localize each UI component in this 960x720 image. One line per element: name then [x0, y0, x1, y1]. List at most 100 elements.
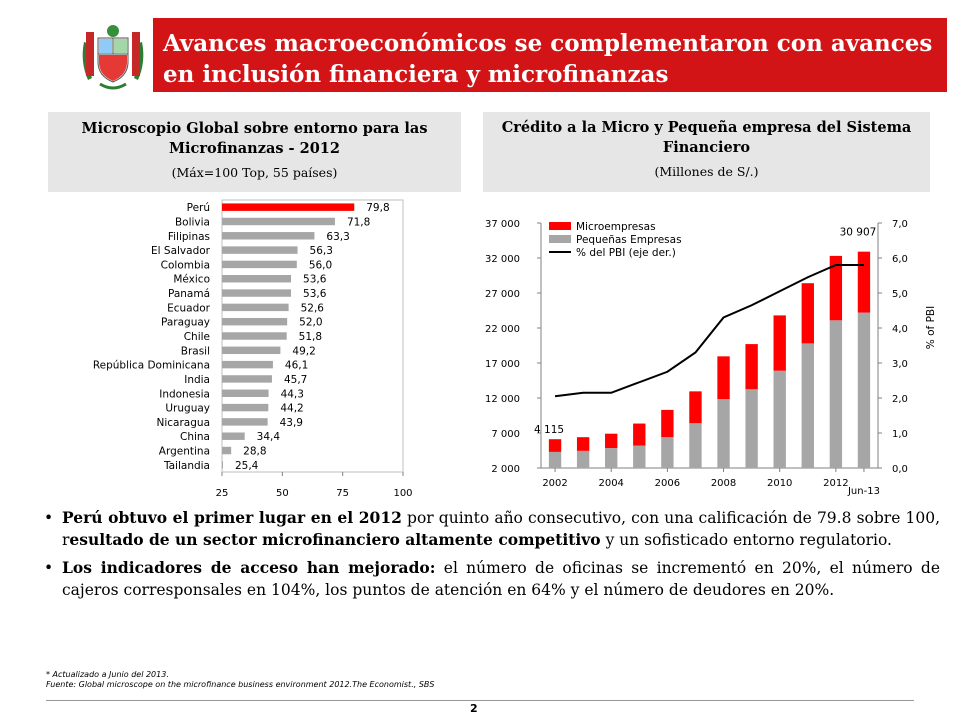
credit-panel-title: Crédito a la Micro y Pequeña empresa del…	[501, 119, 912, 156]
bullet-item-first-place: • Perú obtuvo el primer lugar en el 2012…	[44, 507, 940, 551]
y2-tick-label: 4,0	[892, 324, 908, 335]
microscope-ranking-chart: Perú 79,8 Bolivia 71,8 Filipinas 63,3 El Salva…	[93, 199, 413, 499]
microscope-panel-title: Microscopio Global sobre entorno para la…	[81, 120, 428, 157]
category-label: India	[184, 374, 210, 386]
note-updated: * Actualizado a Junio del 2013.	[46, 670, 169, 679]
bar-micro-4	[661, 409, 674, 438]
bar-small-2	[605, 448, 618, 468]
value-label: 79,8	[366, 202, 389, 214]
y-tick-label: 2 000	[491, 464, 520, 475]
value-label: 56,0	[309, 259, 332, 271]
value-label: 53,6	[303, 274, 327, 286]
y-tick-label: 7 000	[491, 429, 520, 440]
bar-micro-1	[576, 437, 590, 451]
bar-0	[222, 203, 355, 211]
x-tick-label: 100	[393, 488, 412, 499]
x-tick-label: 25	[216, 488, 229, 499]
bullet-dot: •	[44, 559, 54, 577]
source-notes: * Actualizado a Junio del 2013. Fuente: …	[46, 670, 434, 690]
bar-17	[222, 446, 232, 455]
bar-small-3	[633, 445, 646, 468]
mse-credit-chart: 2 000 7 000 12 000 17 000 22 000 27 000 32 000…	[485, 219, 937, 497]
bar-small-5	[689, 423, 702, 468]
bar-small-6	[717, 399, 730, 468]
y-tick-label: 32 000	[485, 254, 520, 265]
x-tick-label: 2012	[823, 478, 848, 489]
legend-swatch	[549, 222, 571, 230]
y2-tick-label: 6,0	[892, 254, 908, 265]
bar-micro-2	[605, 433, 618, 449]
bar-small-4	[661, 437, 674, 468]
bar-micro-0	[548, 439, 562, 452]
x-tick-label: 2004	[598, 478, 623, 489]
value-label: 52,0	[299, 317, 322, 329]
value-label: 71,8	[347, 216, 370, 228]
bar-13	[222, 389, 269, 397]
note-source: Fuente: Global microscope on the microfi…	[46, 680, 435, 689]
value-label: 53,6	[303, 288, 327, 300]
bar-micro-10	[829, 255, 843, 321]
category-label: Colombia	[161, 259, 210, 271]
bar-1	[222, 217, 335, 226]
y-tick-label: 12 000	[485, 394, 520, 405]
bar-small-11	[857, 312, 871, 468]
credit-panel-header: Crédito a la Micro y Pequeña empresa del…	[483, 112, 930, 192]
bar-14	[222, 403, 269, 412]
x-tick-label: 2010	[767, 478, 792, 489]
value-label: 51,8	[299, 331, 322, 343]
category-label: Nicaragua	[157, 417, 210, 429]
value-label: 45,7	[284, 374, 307, 386]
bullet-bold-text: Perú obtuvo el primer lugar en el 2012	[62, 508, 402, 527]
value-label: 56,3	[310, 245, 333, 257]
category-label: El Salvador	[151, 245, 211, 257]
y-tick-label: 22 000	[485, 324, 520, 335]
page-number: 2	[470, 702, 478, 715]
gdp-share-line	[554, 264, 864, 398]
category-label: China	[180, 431, 210, 443]
bar-11	[222, 360, 273, 369]
category-label: Argentina	[159, 446, 210, 458]
category-label: Bolivia	[175, 216, 210, 228]
x-tick-label: Jun-13	[847, 486, 880, 497]
x-tick-label: 2006	[655, 478, 680, 489]
category-label: Tailandia	[163, 460, 210, 472]
category-label: Indonesia	[159, 388, 210, 400]
bullet-text: y un sofisticado entorno regulatorio.	[600, 531, 892, 549]
category-label: Brasil	[181, 345, 210, 357]
x-tick-label: 2002	[542, 478, 567, 489]
bar-small-7	[745, 389, 758, 468]
bar-2	[222, 232, 315, 240]
y2-tick-label: 3,0	[892, 359, 908, 370]
bullet-text: el número de oficinas se incrementó en 2…	[62, 559, 940, 599]
bar-micro-8	[773, 315, 786, 371]
coat-of-arms-logo	[78, 22, 148, 94]
value-label: 63,3	[326, 231, 349, 243]
bar-small-9	[801, 343, 814, 468]
y-tick-label: 17 000	[485, 359, 520, 370]
y2-tick-label: 2,0	[892, 394, 908, 405]
x-tick-label: 75	[336, 488, 349, 499]
value-label: 43,9	[280, 417, 303, 429]
x-tick-label: 2008	[711, 478, 736, 489]
bullet-bold-text: esultado de un sector microfinanciero al…	[69, 530, 601, 549]
slide-title: Avances macroeconómicos se complementaro…	[163, 30, 933, 88]
value-label: 28,8	[243, 446, 266, 458]
value-label: 44,3	[281, 388, 304, 400]
bar-16	[222, 432, 245, 440]
bullet-item-access-indicators: • Los indicadores de acceso han mejorado…	[44, 557, 940, 601]
bar-7	[222, 303, 289, 312]
bar-18	[222, 461, 223, 469]
category-label: Perú	[187, 202, 210, 214]
y2-tick-label: 7,0	[892, 219, 908, 230]
bar-micro-5	[689, 391, 702, 424]
bar-small-8	[773, 370, 786, 468]
category-label: Uruguay	[165, 403, 210, 415]
y2-tick-label: 5,0	[892, 289, 908, 300]
y2-tick-label: 1,0	[892, 429, 908, 440]
bar-micro-9	[801, 283, 814, 344]
value-label: 44,2	[280, 403, 303, 415]
data-label: 30 907	[840, 227, 877, 239]
data-label: 4 115	[534, 424, 564, 436]
category-label: Chile	[184, 331, 210, 343]
bullet-bold-text: Los indicadores de acceso han mejorado:	[62, 558, 436, 577]
